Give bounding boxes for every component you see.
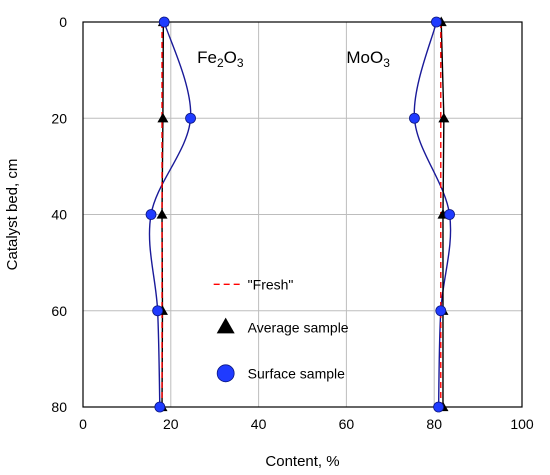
legend-swatch-average	[216, 317, 235, 334]
average-point	[156, 209, 168, 219]
legend-label-surface: Surface sample	[248, 365, 345, 381]
surface-point	[430, 16, 442, 28]
surface-point	[152, 305, 164, 317]
y-tick-label: 40	[51, 207, 67, 223]
surface-point	[158, 16, 170, 28]
legend-label-average: Average sample	[248, 320, 349, 336]
legend-entry-average: Average sample	[216, 317, 349, 336]
surface-point	[145, 209, 157, 220]
y-axis-ticks: 0 20 40 60 80	[51, 14, 67, 415]
surface-point	[435, 305, 447, 317]
series	[145, 16, 455, 413]
surface-point	[185, 112, 196, 124]
x-tick-label: 80	[426, 416, 442, 432]
average-point	[157, 112, 169, 123]
annotation-moo3: MoO3	[346, 48, 390, 70]
annotations: Fe2O3 MoO3	[197, 48, 390, 70]
y-tick-label: 80	[51, 399, 67, 415]
x-axis-label: Content, %	[265, 453, 339, 470]
y-tick-label: 60	[51, 303, 67, 319]
x-axis-ticks: 0 20 40 60 80 100	[79, 416, 534, 432]
surface-point	[444, 209, 455, 220]
surface-point	[154, 401, 166, 413]
legend-label-fresh: "Fresh"	[248, 276, 294, 292]
x-tick-label: 20	[163, 416, 179, 432]
y-tick-label: 20	[51, 110, 67, 126]
x-tick-label: 0	[79, 416, 87, 432]
legend-swatch-surface	[216, 364, 235, 383]
plot-frame	[82, 21, 523, 408]
x-tick-label: 100	[510, 416, 534, 432]
x-tick-label: 60	[339, 416, 355, 432]
x-tick-label: 40	[251, 416, 267, 432]
legend-entry-fresh: "Fresh"	[213, 276, 294, 292]
annotation-fe2o3: Fe2O3	[197, 48, 244, 70]
surface-point	[433, 401, 444, 413]
y-tick-label: 0	[59, 14, 67, 30]
surface-point	[409, 112, 420, 124]
y-axis-label: Catalyst bed, cm	[4, 159, 21, 271]
legend: "Fresh" Average sample Surface sample	[213, 276, 349, 383]
legend-entry-surface: Surface sample	[216, 364, 345, 383]
average-point	[438, 112, 450, 123]
